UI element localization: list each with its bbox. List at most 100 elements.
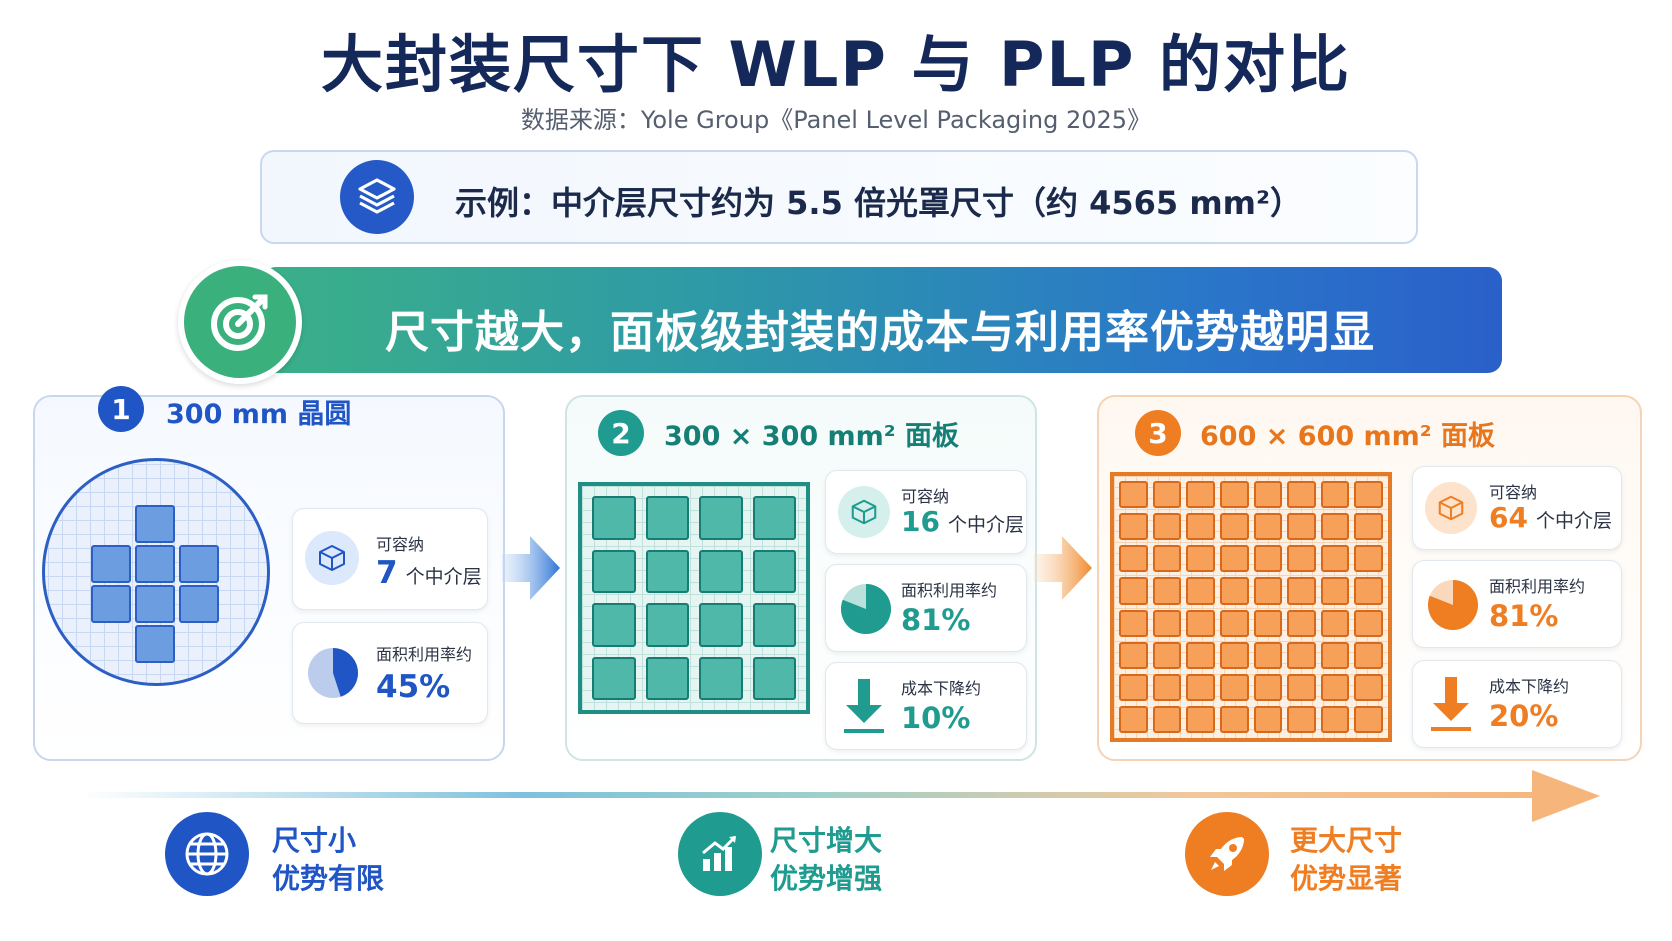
bottom-line1: 尺寸小: [272, 824, 357, 857]
cost-value: 20%: [1489, 699, 1559, 733]
utilization-card-600: 面积利用率约 81%: [1412, 560, 1622, 648]
interposer-die: [699, 603, 743, 647]
interposer-die: [592, 549, 636, 593]
interposer-die: [1253, 641, 1283, 669]
interposer-die: [1287, 577, 1316, 605]
interposer-die: [1186, 609, 1215, 637]
capacity-value: 16: [901, 505, 940, 538]
panel-300-illustration: [578, 482, 810, 714]
bar-chart-icon: [678, 812, 762, 896]
trend-arrow-head: [1532, 770, 1600, 822]
interposer-die: [135, 585, 175, 623]
utilization-label: 面积利用率约: [1489, 577, 1586, 596]
panel-600-illustration: [1110, 472, 1392, 742]
bottom-line2: 优势有限: [272, 862, 385, 895]
arrow-right-icon: [1034, 536, 1092, 600]
interposer-die: [1119, 641, 1148, 669]
interposer-die: [1219, 513, 1249, 541]
interposer-die: [1253, 481, 1283, 509]
arrow-down-icon: [1431, 677, 1471, 731]
target-icon: [178, 260, 302, 384]
interposer-die: [1287, 705, 1316, 733]
bottom-line2: 优势显著: [1290, 862, 1403, 895]
interposer-die: [1287, 641, 1316, 669]
cube-icon: [838, 486, 890, 538]
interposer-die: [1320, 641, 1350, 669]
example-text: 示例：中介层尺寸约为 5.5 倍光罩尺寸（约 4565 mm²）: [455, 184, 1303, 222]
interposer-die: [1253, 545, 1283, 573]
interposer-die: [1320, 577, 1350, 605]
utilization-card-300: 面积利用率约 81%: [825, 564, 1027, 652]
interposer-die: [1219, 545, 1249, 573]
interposer-die: [1354, 673, 1383, 701]
utilization-value: 81%: [1489, 599, 1559, 633]
interposer-die: [1152, 673, 1182, 701]
interposer-die: [1287, 481, 1316, 509]
interposer-die: [752, 496, 796, 540]
interposer-die: [1354, 545, 1383, 573]
cost-card-600: 成本下降约 20%: [1412, 660, 1622, 748]
utilization-label: 面积利用率约: [901, 581, 998, 600]
rocket-icon: [1185, 812, 1269, 896]
utilization-value: 45%: [376, 669, 451, 705]
panel-title-600: 600 × 600 mm² 面板: [1200, 421, 1496, 452]
interposer-die: [1354, 513, 1383, 541]
interposer-die: [1186, 705, 1215, 733]
cost-label: 成本下降约: [1489, 677, 1570, 696]
utilization-value: 81%: [901, 603, 971, 637]
utilization-pie-icon: [1428, 580, 1478, 630]
step-number-1: 1: [98, 386, 144, 432]
interposer-die: [1354, 641, 1383, 669]
cost-card-300: 成本下降约 10%: [825, 662, 1027, 750]
page-title: 大封装尺寸下 WLP 与 PLP 的对比: [320, 28, 1352, 101]
interposer-die: [592, 496, 636, 540]
interposer-die: [752, 656, 796, 700]
interposer-die: [1186, 513, 1215, 541]
interposer-die: [1186, 545, 1215, 573]
interposer-die: [1152, 481, 1182, 509]
wafer-illustration: [42, 458, 270, 686]
interposer-die: [1219, 609, 1249, 637]
interposer-die: [1320, 673, 1350, 701]
interposer-die: [1186, 641, 1215, 669]
interposer-die: [645, 656, 689, 700]
interposer-die: [1152, 641, 1182, 669]
interposer-die: [1253, 705, 1283, 733]
capacity-label: 可容纳: [1489, 483, 1538, 502]
interposer-die: [1219, 481, 1249, 509]
utilization-pie-icon: [841, 584, 891, 634]
globe-icon: [165, 812, 249, 896]
interposer-die: [592, 603, 636, 647]
interposer-die: [135, 545, 175, 583]
interposer-die: [91, 545, 131, 583]
interposer-die: [91, 585, 131, 623]
interposer-die: [1287, 609, 1316, 637]
interposer-die: [1287, 673, 1316, 701]
interposer-die: [1354, 577, 1383, 605]
interposer-die: [1119, 705, 1148, 733]
example-box: [260, 150, 1418, 244]
interposer-die: [752, 603, 796, 647]
utilization-card-wafer: 面积利用率约 45%: [292, 622, 488, 724]
interposer-die: [1119, 609, 1148, 637]
interposer-die: [1119, 481, 1148, 509]
interposer-die: [1253, 673, 1283, 701]
interposer-die: [1253, 513, 1283, 541]
interposer-die: [645, 549, 689, 593]
interposer-die: [1354, 481, 1383, 509]
bottom-label-large: 更大尺寸 优势显著: [1290, 822, 1402, 898]
cost-label: 成本下降约: [901, 679, 982, 698]
panel-title-wafer: 300 mm 晶圆: [166, 399, 352, 430]
interposer-die: [1119, 513, 1148, 541]
bottom-label-small: 尺寸小 优势有限: [272, 822, 384, 898]
capacity-unit: 个中介层: [405, 566, 482, 588]
interposer-die: [135, 505, 175, 543]
capacity-value: 7: [376, 555, 398, 591]
interposer-die: [1186, 481, 1215, 509]
bottom-line1: 更大尺寸: [1290, 824, 1403, 857]
capacity-value: 64: [1489, 501, 1528, 534]
interposer-die: [1219, 673, 1249, 701]
capacity-card-600: 可容纳 64 个中介层: [1412, 466, 1622, 550]
interposer-die: [179, 585, 219, 623]
interposer-die: [1119, 545, 1148, 573]
